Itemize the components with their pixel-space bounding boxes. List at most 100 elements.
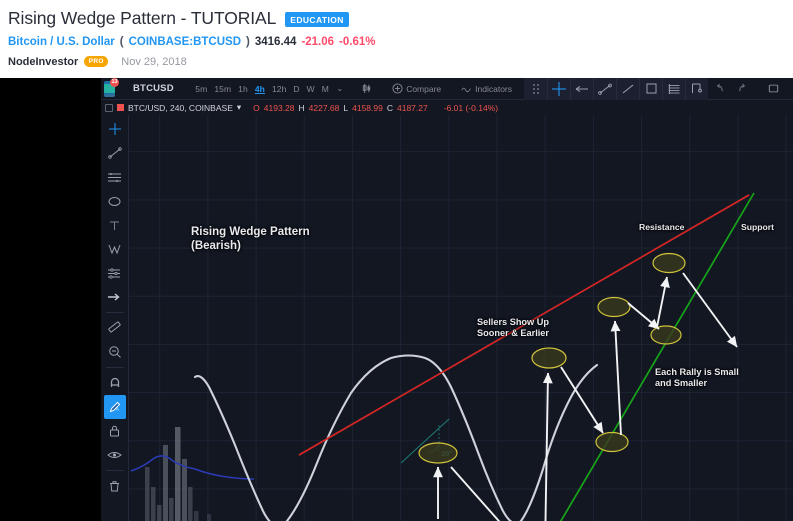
annotation-rally: Each Rally is Small and Smaller xyxy=(655,367,739,389)
pencil-tool-icon[interactable]: A xyxy=(103,395,126,419)
magnet-tool-icon[interactable] xyxy=(104,371,126,395)
candle-style-icon xyxy=(363,83,371,94)
crosshair-icon[interactable] xyxy=(547,77,570,100)
legend-low-key: L xyxy=(343,102,349,113)
legend-close-key: C xyxy=(386,102,393,113)
legend-title[interactable]: BTC/USD, 240, COINBASE xyxy=(128,102,233,113)
logo-label: VIEW xyxy=(104,93,115,98)
fib-retracement-icon[interactable] xyxy=(662,77,685,100)
rail-divider xyxy=(105,312,124,313)
chart-canvas[interactable]: 39° 59° xyxy=(129,115,793,521)
chevron-down-icon[interactable]: ▾ xyxy=(236,102,242,112)
swing-point-high-3 xyxy=(652,252,686,274)
timeframe-m[interactable]: M xyxy=(321,83,329,94)
symbol-name-link[interactable]: Bitcoin / U.S. Dollar xyxy=(8,36,115,48)
annotation-resistance: Resistance xyxy=(639,222,685,232)
tradingview-chart-app: VIEW 13 BTCUSD 5m 15m 1h 4h 12h D W M ⌄ xyxy=(101,77,793,521)
quote-change-abs: -21.06 xyxy=(301,36,335,48)
annotation-pattern-title: Rising Wedge Pattern (Bearish) xyxy=(191,225,310,253)
redo-icon xyxy=(739,83,746,92)
symbol-search-button[interactable]: BTCUSD xyxy=(133,83,174,94)
arrow-left-icon[interactable] xyxy=(570,77,593,100)
svg-text:A: A xyxy=(115,406,119,411)
wave-icon xyxy=(461,87,471,93)
undo-button[interactable] xyxy=(708,83,731,94)
author-link[interactable]: NodeInvestor xyxy=(8,56,79,68)
drag-handle-icon[interactable] xyxy=(524,78,547,100)
visibility-icon[interactable] xyxy=(105,103,113,112)
trash-tool-icon[interactable] xyxy=(104,474,126,498)
timeframe-12h[interactable]: 12h xyxy=(271,83,287,94)
quote-change-pct: -0.61% xyxy=(339,36,376,48)
annotation-sellers: Sellers Show Up Sooner & Earlier xyxy=(477,317,549,339)
indicators-button[interactable]: Indicators xyxy=(455,83,518,94)
compare-button[interactable]: Compare xyxy=(386,83,447,94)
page-title: Rising Wedge Pattern - TUTORIAL xyxy=(8,8,277,28)
volume-bars xyxy=(145,427,211,521)
rectangle-icon[interactable] xyxy=(639,77,662,100)
open-paren: ( xyxy=(119,36,124,48)
education-badge: EDUCATION xyxy=(285,12,349,27)
support-line xyxy=(559,192,755,521)
rail-divider xyxy=(105,470,124,471)
timeframe-w[interactable]: W xyxy=(306,83,315,94)
annotation-rally-line2: and Smaller xyxy=(655,378,708,389)
timeframe-4h[interactable]: 4h xyxy=(254,83,265,94)
pattern-tool-icon[interactable] xyxy=(104,237,126,261)
swing-point-high-2 xyxy=(597,296,631,318)
chart-drawing-layer: 39° 59° xyxy=(130,192,755,521)
lock-tool-icon[interactable] xyxy=(104,419,126,443)
swing-point-low-4 xyxy=(650,325,682,345)
swing-point-highlights xyxy=(418,252,686,464)
swing-point-low-3 xyxy=(595,431,629,453)
timeframe-5m[interactable]: 5m xyxy=(195,83,208,94)
text-tool-icon[interactable] xyxy=(104,213,126,237)
rail-divider xyxy=(105,367,124,368)
horizontal-lines-tool-icon[interactable] xyxy=(104,165,126,189)
symbol-quote-row: Bitcoin / U.S. Dollar ( COINBASE:BTCUSD … xyxy=(8,36,785,48)
layout-button[interactable] xyxy=(762,83,785,94)
chart-toolbar: VIEW 13 BTCUSD 5m 15m 1h 4h 12h D W M ⌄ xyxy=(101,77,793,100)
price-line xyxy=(193,354,599,521)
crosshair-tool-icon[interactable] xyxy=(104,117,126,141)
undo-icon xyxy=(716,83,723,92)
timeframe-1h[interactable]: 1h xyxy=(238,83,248,94)
trend-line-tool-icon[interactable] xyxy=(104,141,126,165)
swing-point-high-1 xyxy=(531,347,567,369)
ellipse-tool-icon[interactable] xyxy=(104,189,126,213)
chevron-down-icon[interactable]: ⌄ xyxy=(336,84,344,93)
legend-low-value: 4158.99 xyxy=(352,102,383,113)
annotation-sellers-line2: Sooner & Earlier xyxy=(477,328,549,339)
quote-price: 3416.44 xyxy=(254,36,297,48)
ray-line-icon[interactable] xyxy=(616,77,639,100)
ruler-tool-icon[interactable] xyxy=(104,316,126,340)
annotation-arrows xyxy=(433,272,738,521)
timeframe-d[interactable]: D xyxy=(293,83,300,94)
annotation-pattern-line2: (Bearish) xyxy=(191,240,241,253)
measure-icon[interactable] xyxy=(685,77,708,100)
notification-badge[interactable]: 13 xyxy=(110,77,119,87)
tradingview-logo-icon[interactable]: VIEW 13 xyxy=(104,77,119,98)
candle-style-button[interactable] xyxy=(355,83,378,94)
embedded-screenshot: VIEW 13 BTCUSD 5m 15m 1h 4h 12h D W M ⌄ xyxy=(0,77,793,521)
series-color-swatch[interactable] xyxy=(117,104,124,111)
redo-button[interactable] xyxy=(731,83,754,94)
arrow-tool-icon[interactable] xyxy=(104,285,126,309)
title-row: Rising Wedge Pattern - TUTORIAL EDUCATIO… xyxy=(8,8,785,29)
timeframe-15m[interactable]: 15m xyxy=(214,83,232,94)
zoom-tool-icon[interactable] xyxy=(104,340,126,364)
annotation-support: Support xyxy=(741,222,774,232)
legend-open-key: O xyxy=(253,102,260,113)
timeframe-group: 5m 15m 1h 4h 12h D W M ⌄ xyxy=(192,84,347,94)
plus-circle-icon xyxy=(392,83,403,94)
symbol-exchange-link[interactable]: COINBASE:BTCUSD xyxy=(128,36,242,48)
trend-line-icon[interactable] xyxy=(593,77,616,100)
legend-high-key: H xyxy=(298,102,305,113)
compare-label: Compare xyxy=(406,83,442,94)
post-date: Nov 29, 2018 xyxy=(121,56,187,68)
forecast-tool-icon[interactable] xyxy=(104,261,126,285)
pro-badge: PRO xyxy=(84,55,109,67)
annotation-rally-line1: Each Rally is Small xyxy=(655,367,739,377)
volume-ma-line xyxy=(130,455,255,480)
eye-tool-icon[interactable] xyxy=(104,443,126,467)
